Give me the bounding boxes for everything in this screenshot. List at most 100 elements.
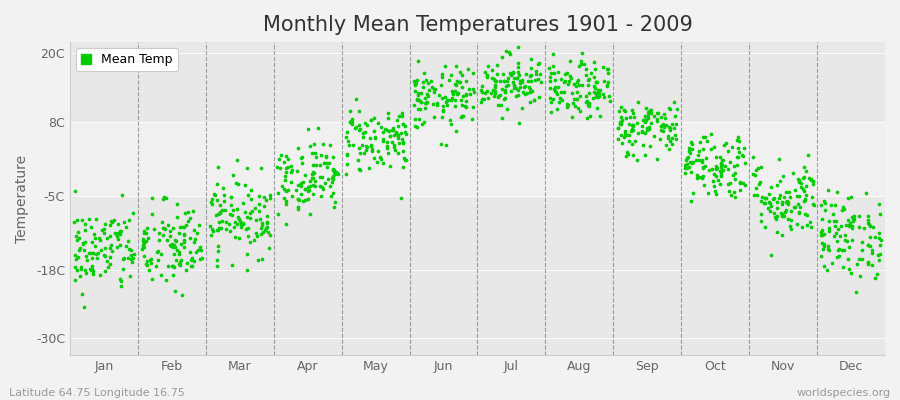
Point xyxy=(816,245,831,252)
Point xyxy=(754,164,769,170)
Point xyxy=(378,126,392,132)
Point xyxy=(806,178,820,184)
Point xyxy=(662,124,677,130)
Point xyxy=(437,63,452,69)
Point xyxy=(569,83,583,89)
Point xyxy=(474,86,489,93)
Point xyxy=(683,149,698,156)
Point xyxy=(761,205,776,211)
Point xyxy=(164,243,178,250)
Point xyxy=(289,187,303,193)
Point xyxy=(768,195,782,202)
Point xyxy=(624,114,638,120)
Point xyxy=(238,182,253,188)
Point xyxy=(344,118,358,124)
Point xyxy=(834,246,849,253)
Point xyxy=(399,131,413,138)
Point xyxy=(697,182,711,188)
Point xyxy=(375,138,390,144)
Point xyxy=(713,154,727,160)
Point xyxy=(232,216,247,222)
Point xyxy=(545,63,560,69)
Point xyxy=(381,150,395,156)
Point xyxy=(843,220,858,226)
Point xyxy=(453,69,467,75)
Point xyxy=(503,70,517,77)
Point xyxy=(802,174,816,181)
Point xyxy=(707,188,722,194)
Point xyxy=(619,148,634,155)
Point xyxy=(548,84,562,90)
Point xyxy=(312,182,327,189)
Point xyxy=(530,61,544,68)
Point xyxy=(667,98,681,105)
Point xyxy=(625,141,639,147)
Point xyxy=(732,149,746,156)
Point xyxy=(564,90,579,97)
Point xyxy=(183,215,197,221)
Point xyxy=(99,235,113,242)
Point xyxy=(868,275,883,282)
Point xyxy=(626,123,641,130)
Point xyxy=(521,84,535,90)
Point xyxy=(696,146,710,152)
Point xyxy=(385,139,400,145)
Point xyxy=(511,87,526,93)
Point xyxy=(769,214,783,221)
Point xyxy=(136,242,150,248)
Point xyxy=(499,48,513,54)
Point xyxy=(832,253,846,260)
Point xyxy=(314,152,328,158)
Point xyxy=(461,65,475,72)
Point xyxy=(80,256,94,263)
Point xyxy=(386,127,400,134)
Point xyxy=(454,79,468,86)
Point xyxy=(845,222,859,229)
Point xyxy=(861,213,876,220)
Point xyxy=(408,80,422,86)
Point xyxy=(301,184,315,190)
Point xyxy=(814,232,829,238)
Point xyxy=(327,167,341,174)
Point xyxy=(498,94,512,101)
Point xyxy=(678,162,692,168)
Point xyxy=(171,250,185,257)
Point xyxy=(706,182,721,189)
Point xyxy=(352,107,366,114)
Point xyxy=(174,240,188,247)
Point xyxy=(639,125,653,131)
Point xyxy=(419,99,434,106)
Point xyxy=(686,159,700,165)
Point xyxy=(158,195,173,201)
Point xyxy=(278,177,293,184)
Point xyxy=(639,105,653,111)
Point xyxy=(89,251,104,258)
Point xyxy=(701,190,716,196)
Point xyxy=(728,176,742,182)
Point xyxy=(398,129,412,135)
Point xyxy=(238,208,252,215)
Point xyxy=(554,96,569,103)
Point xyxy=(465,115,480,122)
Point xyxy=(506,69,520,75)
Point xyxy=(459,92,473,99)
Point xyxy=(820,267,834,273)
Point xyxy=(827,218,842,224)
Point xyxy=(696,173,710,180)
Point xyxy=(127,251,141,258)
Point xyxy=(792,209,806,215)
Point xyxy=(518,71,533,78)
Point xyxy=(722,188,736,195)
Point xyxy=(398,157,412,164)
Point xyxy=(291,196,305,202)
Point xyxy=(842,243,857,250)
Point xyxy=(230,157,245,164)
Point xyxy=(784,226,798,232)
Point xyxy=(410,124,425,130)
Point xyxy=(589,79,603,85)
Point xyxy=(625,121,639,128)
Point xyxy=(271,190,285,196)
Point xyxy=(352,145,366,151)
Point xyxy=(767,210,781,216)
Point xyxy=(526,97,541,103)
